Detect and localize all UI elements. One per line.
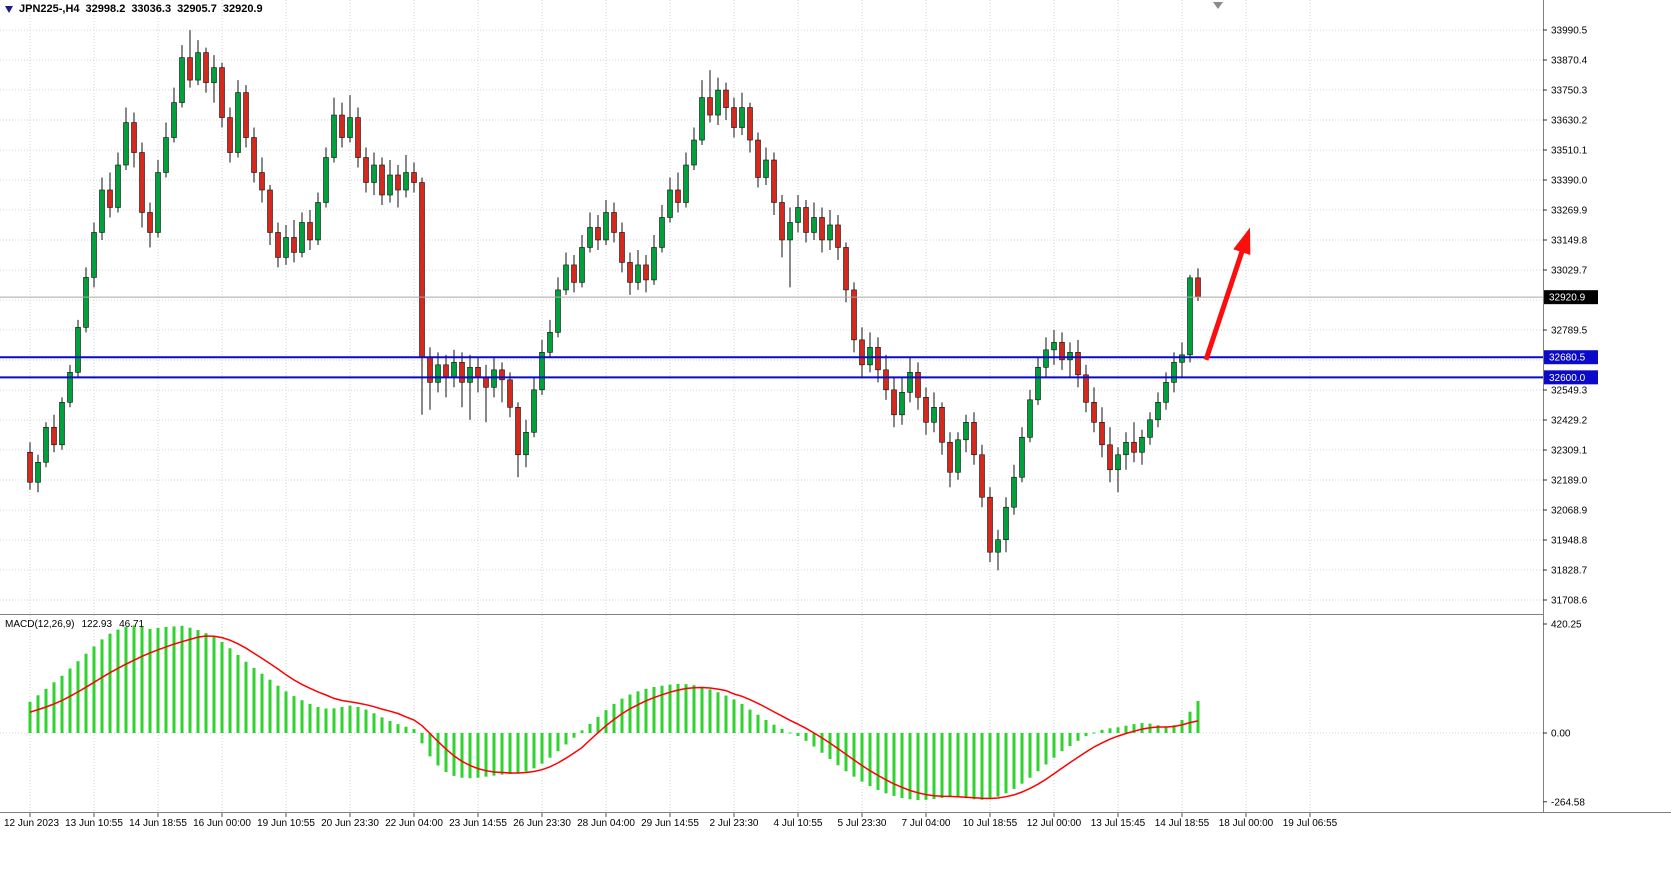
price-tick-label: 33269.9 xyxy=(1551,206,1588,217)
time-tick-label: 29 Jun 14:55 xyxy=(641,818,699,829)
time-tick-label: 5 Jul 23:30 xyxy=(838,818,887,829)
time-tick-label: 10 Jul 18:55 xyxy=(963,818,1018,829)
price-tick-label: 33750.3 xyxy=(1551,86,1588,97)
grid xyxy=(0,0,1543,812)
price-tick-label: 33390.0 xyxy=(1551,176,1588,187)
macd-signal-line xyxy=(29,635,1199,800)
price-tick-label: 31948.8 xyxy=(1551,536,1588,547)
price-tick-label: 33149.8 xyxy=(1551,236,1588,247)
time-tick-label: 20 Jun 23:30 xyxy=(321,818,379,829)
price-tick-label: 31828.7 xyxy=(1551,566,1588,577)
price-tick-label: 31708.6 xyxy=(1551,596,1588,607)
trend-arrow-annotation[interactable] xyxy=(1203,227,1251,361)
price-tick-label: 33630.2 xyxy=(1551,116,1588,127)
time-tick-label: 28 Jun 04:00 xyxy=(577,818,635,829)
arrow-shaft[interactable] xyxy=(1203,248,1246,361)
time-tick-label: 22 Jun 04:00 xyxy=(385,818,443,829)
time-tick-label: 18 Jul 00:00 xyxy=(1219,818,1274,829)
price-tick-label: 32789.5 xyxy=(1551,326,1588,337)
time-tick-label: 19 Jun 10:55 xyxy=(257,818,315,829)
time-tick-label: 2 Jul 23:30 xyxy=(710,818,759,829)
close-value: 32920.9 xyxy=(222,3,263,15)
indicator-label: MACD(12,26,9) 122.93 46.71 xyxy=(5,619,144,630)
macd-histogram xyxy=(28,625,1200,801)
time-tick-label: 12 Jun 2023 xyxy=(4,818,59,829)
time-tick-label: 16 Jun 00:00 xyxy=(193,818,251,829)
indicator-tick-label: 420.25 xyxy=(1551,620,1582,631)
price-tick-label: 32309.1 xyxy=(1551,446,1588,457)
indicator-tick-label: -264.58 xyxy=(1551,797,1585,808)
time-tick-label: 14 Jun 18:55 xyxy=(129,818,187,829)
indicator-axis: 420.25 0.00 -264.58 xyxy=(1543,620,1585,808)
hline-price-tag: 32600.0 xyxy=(1544,370,1598,385)
svg-text:32920.9: 32920.9 xyxy=(1549,293,1586,304)
time-tick-label: 12 Jul 00:00 xyxy=(1027,818,1082,829)
time-tick-label: 13 Jul 15:45 xyxy=(1091,818,1146,829)
time-tick-label: 23 Jun 14:55 xyxy=(449,818,507,829)
svg-text:32600.0: 32600.0 xyxy=(1549,373,1586,384)
low-value: 32905.7 xyxy=(177,3,217,15)
indicator-tick-label: 0.00 xyxy=(1551,729,1571,740)
price-tick-label: 33029.7 xyxy=(1551,266,1588,277)
price-tick-label: 33990.5 xyxy=(1551,26,1588,37)
time-axis[interactable]: 12 Jun 2023 13 Jun 10:55 14 Jun 18:55 16 Ju… xyxy=(4,813,1338,829)
svg-text:32680.5: 32680.5 xyxy=(1549,353,1586,364)
time-tick-label: 4 Jul 10:55 xyxy=(774,818,823,829)
time-tick-label: 7 Jul 04:00 xyxy=(902,818,951,829)
hline-price-tag: 32680.5 xyxy=(1544,350,1598,365)
high-value: 33036.3 xyxy=(131,3,172,15)
support-resistance-lines[interactable] xyxy=(0,356,1543,379)
time-tick-label: 19 Jul 06:55 xyxy=(1283,818,1338,829)
price-axis[interactable]: 33990.5 33870.4 33750.3 33630.2 33510.1 33390… xyxy=(1543,0,1671,812)
shift-marker-icon[interactable] xyxy=(1213,2,1223,9)
chart-title: JPN225-,H4 32998.2 33036.3 32905.7 32920… xyxy=(5,3,263,15)
price-tick-label: 33510.1 xyxy=(1551,146,1588,157)
indicator-macd-value: 122.93 xyxy=(81,619,113,630)
candlestick-series xyxy=(27,30,1201,571)
open-value: 32998.2 xyxy=(85,3,126,15)
price-tick-label: 32189.0 xyxy=(1551,476,1588,487)
time-tick-label: 13 Jun 10:55 xyxy=(65,818,123,829)
price-tick-label: 32429.2 xyxy=(1551,416,1588,427)
price-tick-label: 32068.9 xyxy=(1551,506,1588,517)
indicator-signal-value: 46.71 xyxy=(119,619,145,630)
arrow-head[interactable] xyxy=(1233,227,1251,255)
indicator-name: MACD(12,26,9) xyxy=(5,619,75,630)
time-tick-label: 26 Jun 23:30 xyxy=(513,818,571,829)
symbol-marker-icon xyxy=(5,5,13,13)
price-tick-label: 33870.4 xyxy=(1551,56,1588,67)
symbol-period-label: JPN225-,H4 xyxy=(19,3,80,15)
bid-price-tag: 32920.9 xyxy=(1544,290,1598,305)
time-tick-label: 14 Jul 18:55 xyxy=(1155,818,1210,829)
price-tick-label: 32549.3 xyxy=(1551,386,1588,397)
